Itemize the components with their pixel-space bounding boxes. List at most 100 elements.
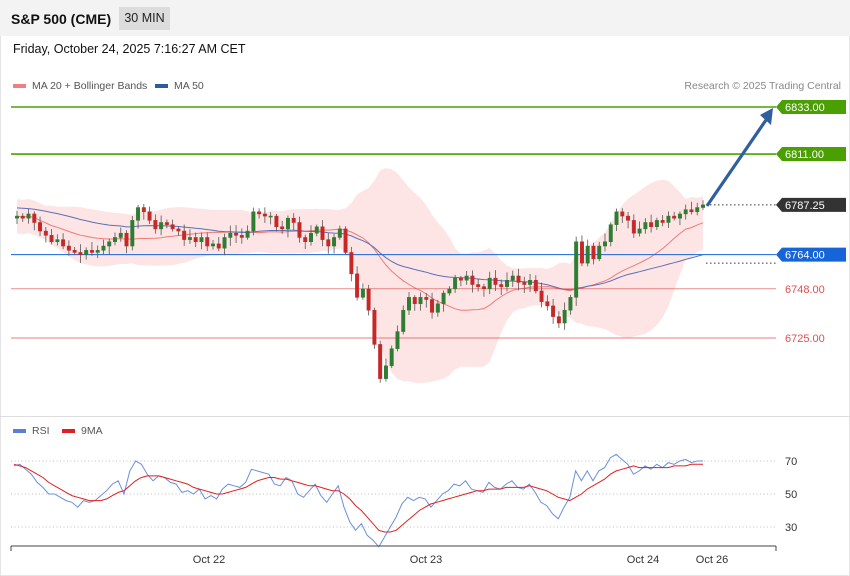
candle-body	[539, 290, 544, 302]
candle-body	[626, 215, 631, 221]
candle-body	[499, 284, 504, 287]
candle-body	[187, 237, 192, 240]
candle-body	[424, 297, 429, 300]
candle-body	[522, 282, 527, 285]
candle-body	[43, 230, 48, 236]
candle-body	[378, 344, 383, 379]
candle-body	[170, 224, 175, 230]
candle-body	[234, 232, 239, 236]
candle-body	[597, 245, 602, 260]
candle-body	[107, 241, 112, 247]
candle-body	[61, 239, 66, 247]
candle-body	[608, 224, 613, 242]
candle-body	[141, 207, 146, 213]
rsi-tick-label: 50	[785, 489, 797, 501]
projection-arrow-shaft	[705, 119, 768, 207]
x-tick-label: Oct 26	[696, 554, 728, 566]
timestamp: Friday, October 24, 2025 7:16:27 AM CET	[13, 42, 246, 56]
candle-body	[660, 220, 665, 223]
candle-body	[637, 228, 642, 234]
candle-body	[320, 226, 325, 240]
x-tick-label: Oct 23	[410, 554, 442, 566]
legend-ma20: MA 20 + Bollinger Bands	[13, 80, 147, 92]
candle-body	[26, 213, 31, 219]
candle-body	[118, 232, 123, 238]
candle-body	[683, 209, 688, 215]
candle-body	[222, 237, 227, 249]
candle-body	[285, 217, 290, 230]
legend-rsi-ma-label: 9MA	[81, 425, 103, 437]
candle-body	[528, 280, 533, 285]
candle-body	[84, 250, 89, 255]
candle-body	[113, 237, 117, 243]
candle-body	[464, 275, 469, 281]
candle-body	[101, 245, 106, 251]
price-label-6764.00: 6764.00	[785, 250, 825, 262]
candle-body	[211, 243, 215, 247]
rsi-tick-label: 30	[785, 522, 797, 534]
ma50-swatch	[155, 84, 168, 88]
candle-body	[614, 211, 619, 225]
candle-body	[205, 237, 210, 247]
candle-body	[412, 297, 417, 305]
candle-body	[476, 284, 481, 287]
price-label-6787.25: 6787.25	[785, 200, 825, 212]
candle-body	[360, 288, 365, 298]
candle-body	[649, 222, 654, 228]
legend-ma50: MA 50	[155, 80, 204, 92]
candle-body	[568, 297, 573, 311]
candle-body	[337, 228, 342, 238]
candle-body	[533, 280, 538, 292]
candle-body	[418, 297, 423, 305]
candle-body	[487, 277, 492, 290]
panel-divider	[0, 416, 850, 417]
candle-body	[695, 207, 700, 213]
chart-header: S&P 500 (CME) 30 MIN	[0, 0, 850, 36]
candle-body	[383, 365, 388, 379]
candle-body	[441, 292, 446, 305]
candle-body	[309, 232, 313, 242]
candle-body	[562, 309, 567, 324]
candle-body	[372, 309, 377, 345]
candle-body	[49, 235, 54, 242]
candle-body	[216, 243, 221, 249]
candle-body	[505, 280, 509, 287]
candle-body	[147, 211, 152, 221]
candle-body	[470, 275, 475, 285]
candle-body	[291, 217, 296, 223]
candle-body	[332, 237, 337, 247]
candle-body	[297, 222, 302, 238]
legend-rsi-ma: 9MA	[62, 425, 103, 437]
candle-body	[435, 303, 440, 313]
candle-body	[458, 277, 463, 281]
candle-body	[164, 222, 169, 225]
candle-body	[579, 241, 584, 264]
candle-body	[257, 211, 262, 215]
chart-title: S&P 500 (CME)	[11, 11, 112, 27]
price-label-6811.00: 6811.00	[785, 149, 824, 161]
candle-body	[78, 252, 83, 255]
bollinger-band	[17, 168, 703, 384]
candle-body	[493, 277, 498, 285]
legend-ma50-label: MA 50	[174, 80, 204, 92]
candle-body	[228, 232, 233, 238]
candle-body	[72, 250, 77, 253]
candle-body	[280, 226, 285, 230]
candle-body	[516, 275, 521, 283]
candle-body	[326, 239, 331, 247]
candle-body	[245, 230, 250, 238]
candle-body	[153, 220, 158, 230]
candle-body	[349, 252, 354, 275]
candle-body	[366, 288, 371, 311]
candle-body	[545, 301, 550, 307]
candle-body	[389, 348, 394, 367]
candle-body	[510, 275, 515, 281]
candle-body	[251, 211, 256, 232]
price-tag-6764.00	[776, 247, 846, 262]
candle-body	[654, 220, 659, 228]
timeframe-badge[interactable]: 30 MIN	[119, 7, 170, 30]
price-label-6725.00: 6725.00	[785, 333, 825, 345]
candle-body	[407, 297, 411, 311]
candle-body	[268, 215, 273, 218]
projection-arrow-head	[760, 108, 773, 125]
